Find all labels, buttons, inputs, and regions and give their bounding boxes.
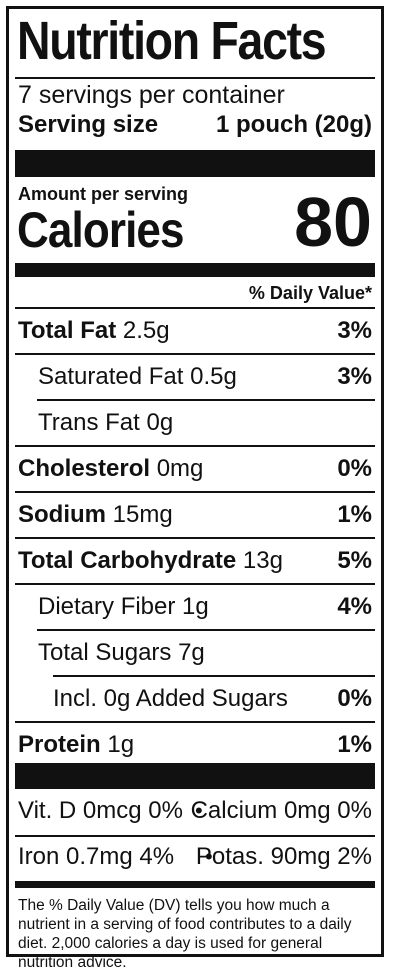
nutrient-row-added-sugars: Incl. 0g Added Sugars 0% [15,677,375,723]
thick-divider [15,763,375,789]
nutrient-row-saturated-fat: Saturated Fat 0.5g 3% [15,355,375,401]
nutrient-amount: 15mg [112,501,173,528]
calories-label: Calories [17,202,184,258]
nutrient-dv: 3% [337,363,372,390]
nutrient-name: Incl. 0g Added Sugars [53,685,288,712]
serving-size-label: Serving size [18,111,159,138]
thick-divider [15,150,375,177]
nutrient-name: Cholesterol [18,455,151,482]
nutrient-amount: 1g [182,593,209,620]
calcium: Calcium 0mg 0% [190,797,372,824]
servings-per-container: 7 servings per container [18,81,285,109]
nutrient-dv: 1% [337,501,372,528]
nutrient-amount: 0mg [156,455,204,482]
nutrient-amount: 13g [242,547,283,574]
nutrient-name: Dietary Fiber [38,593,176,620]
nutrition-facts-label: Nutrition Facts 7 servings per container… [6,6,384,971]
iron: Iron 0.7mg 4% [18,843,175,870]
nutrient-row-cholesterol: Cholesterol 0mg 0% [15,447,375,493]
nutrient-amount: 0.5g [190,363,237,390]
nutrient-row-dietary-fiber: Dietary Fiber 1g 4% [15,585,375,631]
divider [15,835,375,837]
nutrient-row-total-carbohydrate: Total Carbohydrate 13g 5% [15,539,375,585]
nutrient-name: Protein [18,731,101,758]
daily-value-footnote: The % Daily Value (DV) tells you how muc… [18,897,352,971]
calories-value: 80 [294,183,372,261]
nutrient-name: Trans Fat [38,409,140,436]
medium-divider [15,263,375,277]
divider [15,77,375,79]
nutrient-row-trans-fat: Trans Fat 0g [15,401,375,447]
serving-size-value: 1 pouch (20g) [215,111,372,138]
nutrient-dv: 1% [337,731,372,758]
vitamin-d: Vit. D 0mcg 0% [18,797,183,824]
nutrient-dv: 4% [337,593,372,620]
nutrient-row-total-fat: Total Fat 2.5g 3% [15,309,375,355]
nutrient-amount: 7g [178,639,205,666]
nutrient-dv: 0% [337,685,372,712]
nutrient-dv: 3% [337,317,372,344]
divider [15,307,375,309]
amount-per-serving: Amount per serving [18,184,189,204]
nutrient-name: Total Carbohydrate [18,547,237,574]
potassium: Potas. 90mg 2% [195,843,372,870]
nutrient-dv: 5% [337,547,372,574]
nutrient-name: Sodium [18,501,106,528]
nutrient-row-protein: Protein 1g 1% [15,723,375,769]
nutrient-name: Saturated Fat [38,363,184,390]
label-title: Nutrition Facts [17,11,327,71]
nutrient-name: Total Sugars [38,639,172,666]
separator-dot: • [205,844,213,869]
nutrient-amount: 0g [146,409,174,436]
nutrient-amount: 2.5g [122,317,170,344]
nutrient-amount: 1g [107,731,135,758]
nutrient-row-sodium: Sodium 15mg 1% [15,493,375,539]
nutrient-name: Total Fat [18,317,117,344]
separator-dot: • [195,798,203,823]
daily-value-header: % Daily Value* [248,283,372,303]
nutrient-dv: 0% [337,455,372,482]
medium-divider [15,881,375,888]
nutrient-row-total-sugars: Total Sugars 7g [15,631,375,677]
